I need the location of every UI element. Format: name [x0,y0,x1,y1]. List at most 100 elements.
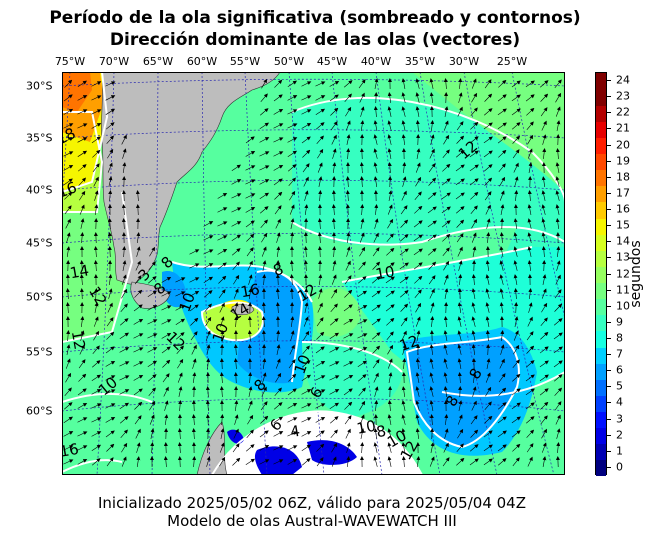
direction-vector [290,316,295,327]
direction-vector [497,122,507,130]
direction-vector [400,219,409,228]
direction-vector [206,442,211,453]
direction-vector [497,416,507,424]
direction-vector [329,347,340,353]
direction-vector [527,148,533,159]
direction-vector [430,428,435,440]
direction-vector [513,344,520,355]
direction-vector [121,456,127,467]
direction-vector [499,260,504,271]
direction-vector [429,456,435,467]
direction-vector [275,358,281,369]
colorbar-bin [596,153,606,171]
direction-vector [469,458,479,466]
direction-vector [457,246,463,257]
direction-vector [402,176,407,187]
direction-vector [401,190,407,201]
direction-vector [483,444,493,452]
direction-vector [511,416,521,424]
direction-vector [178,386,183,397]
direction-vector [135,428,141,439]
direction-vector [287,388,297,396]
direction-vector [231,193,242,199]
direction-vector [541,428,548,439]
direction-vector [456,135,465,144]
direction-vector [119,416,129,424]
direction-vector [401,456,406,468]
direction-vector [387,400,392,412]
direction-vector [248,372,253,384]
direction-vector [107,246,112,258]
direction-vector [456,219,465,228]
direction-vector [177,442,182,454]
direction-vector [430,442,435,453]
colorbar-bin [596,347,606,364]
direction-vector [119,389,130,395]
direction-vector [273,94,283,102]
direction-vector [301,122,312,129]
direction-vector [416,456,421,467]
direction-vector [555,274,561,285]
direction-vector [205,386,210,398]
direction-vector [233,274,240,285]
direction-vector [471,344,476,355]
direction-vector [79,274,84,286]
direction-vector [304,190,309,201]
direction-vector [513,246,518,257]
colorbar-tick-mark [607,128,611,130]
direction-vector [500,204,505,215]
direction-vector [290,232,295,244]
direction-vector [415,106,420,117]
lon-label: 50°W [273,55,305,68]
direction-vector [136,456,141,467]
direction-vector [261,232,268,243]
direction-vector [457,372,462,384]
direction-vector [430,302,435,313]
direction-vector [540,317,548,327]
direction-vector [539,360,549,368]
direction-vector [94,190,99,201]
direction-vector [414,289,422,299]
direction-vector [526,121,534,131]
direction-vector [343,80,353,88]
direction-vector [175,332,185,340]
direction-vector [301,81,312,87]
wave-direction-vectors [63,78,563,468]
direction-vector [514,176,519,187]
direction-vector [443,372,448,383]
direction-vector [301,403,312,409]
direction-vector [343,347,354,353]
direction-vector [485,316,490,327]
direction-vector [318,190,323,202]
direction-vector [387,456,392,467]
direction-vector [373,148,378,159]
direction-vector [329,375,340,381]
direction-vector [345,190,350,202]
colorbar-tick-label: 16 [616,202,630,216]
direction-vector [91,403,102,409]
direction-vector [317,302,323,313]
colorbar-tick-label: 10 [616,299,630,313]
direction-vector [317,162,323,173]
direction-vector [161,276,172,283]
direction-vector [456,443,464,453]
direction-vector [65,302,70,314]
direction-vector [248,288,253,299]
direction-vector [205,330,211,341]
direction-vector [428,177,437,186]
direction-vector [121,204,126,216]
direction-vector [359,232,365,243]
direction-vector [457,316,462,327]
direction-vector [485,330,490,342]
direction-vector [135,190,140,202]
direction-vector [161,346,171,354]
direction-vector [555,190,560,201]
direction-vector [77,164,87,172]
direction-vector [442,247,450,257]
direction-vector [94,302,99,313]
direction-vector [148,387,156,396]
direction-vector [217,221,228,227]
direction-vector [290,330,295,341]
direction-vector [149,400,156,411]
direction-vector [555,162,560,173]
